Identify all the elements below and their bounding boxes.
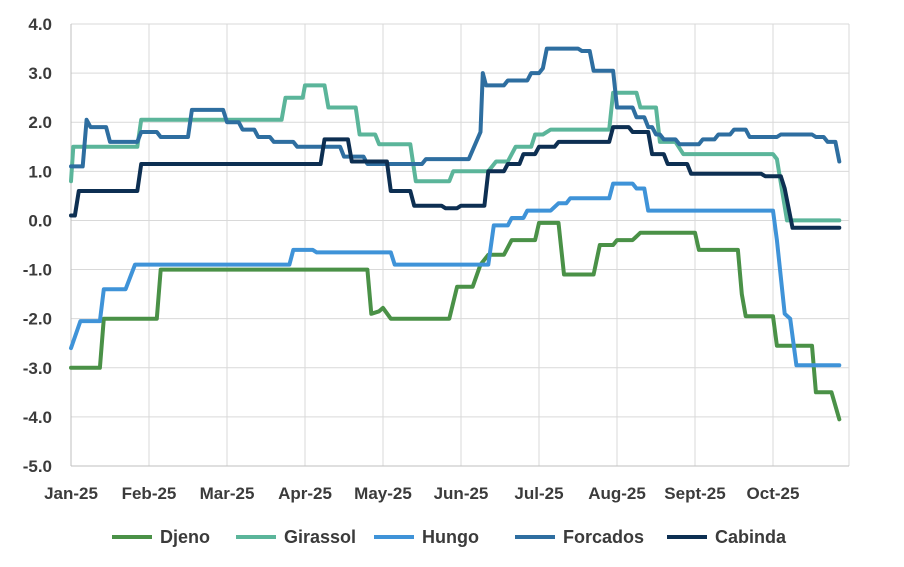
legend-label-djeno: Djeno — [160, 527, 210, 547]
y-tick-label: -4.0 — [23, 408, 52, 427]
x-tick-label: Aug-25 — [588, 484, 646, 503]
y-tick-label: -5.0 — [23, 457, 52, 476]
series-line-djeno — [69, 220, 842, 422]
y-tick-label: -1.0 — [23, 261, 52, 280]
y-tick-label: 0.0 — [28, 211, 52, 230]
legend-label-girassol: Girassol — [284, 527, 356, 547]
legend-label-forcados: Forcados — [563, 527, 644, 547]
x-tick-label: Oct-25 — [747, 484, 800, 503]
series-line-girassol — [69, 83, 842, 223]
legend: Djeno Girassol Hungo Forcados Cabinda — [112, 527, 787, 547]
series-lines — [69, 46, 842, 422]
legend-label-hungo: Hungo — [422, 527, 479, 547]
x-axis-tick-labels: Jan-25 Feb-25 Mar-25 Apr-25 May-25 Jun-25 Jul-… — [44, 484, 799, 503]
y-tick-label: -2.0 — [23, 310, 52, 329]
x-tick-label: May-25 — [354, 484, 412, 503]
x-tick-label: Sept-25 — [664, 484, 725, 503]
y-tick-label: -3.0 — [23, 359, 52, 378]
x-tick-label: Apr-25 — [278, 484, 332, 503]
x-tick-label: Jul-25 — [514, 484, 563, 503]
y-tick-label: 3.0 — [28, 64, 52, 83]
y-tick-label: 4.0 — [28, 15, 52, 34]
x-tick-label: Jun-25 — [434, 484, 489, 503]
y-tick-label: 1.0 — [28, 162, 52, 181]
y-tick-label: 2.0 — [28, 113, 52, 132]
x-tick-label: Mar-25 — [200, 484, 255, 503]
x-tick-label: Jan-25 — [44, 484, 98, 503]
series-line-hungo — [69, 181, 842, 368]
series-line-forcados — [69, 46, 842, 169]
series-line-cabinda — [69, 125, 842, 230]
legend-label-cabinda: Cabinda — [715, 527, 787, 547]
y-axis-tick-labels: 4.0 3.0 2.0 1.0 0.0 -1.0 -2.0 -3.0 -4.0 -5.0 — [23, 15, 52, 476]
gridlines — [70, 23, 850, 467]
x-tick-label: Feb-25 — [122, 484, 177, 503]
